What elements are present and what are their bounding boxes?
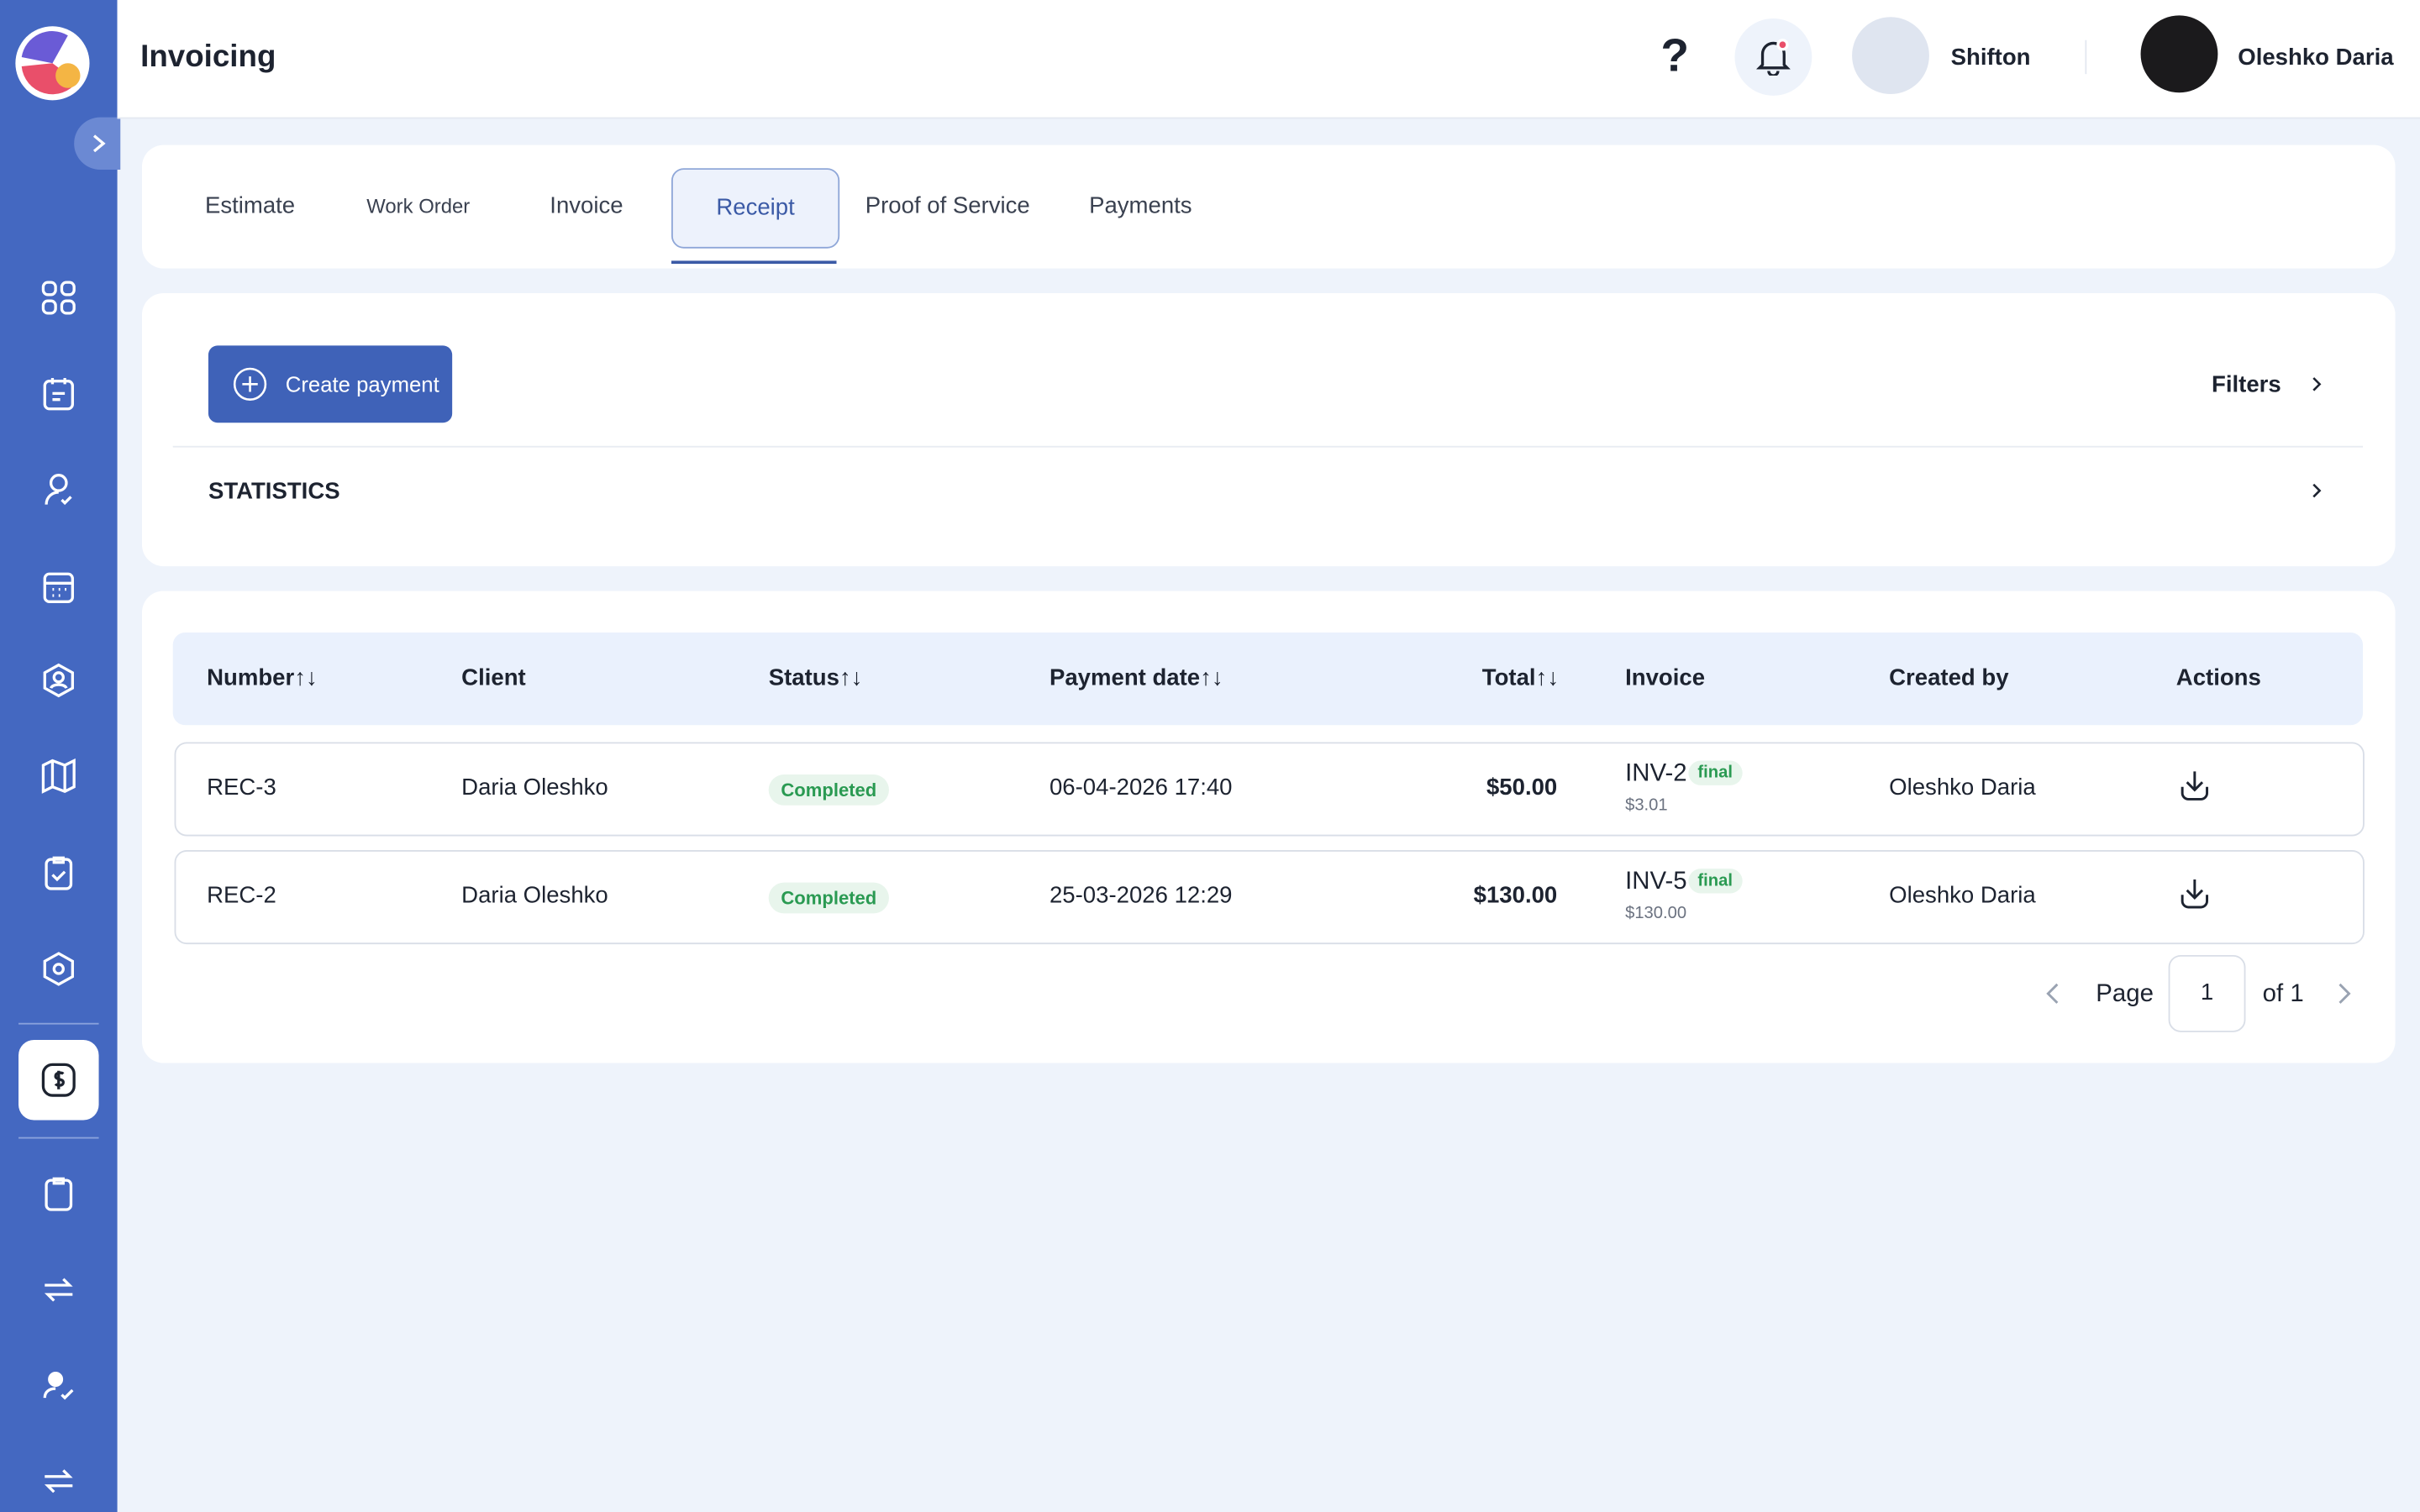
- column-header: Actions: [2175, 664, 2261, 691]
- tab-underline: [671, 260, 837, 265]
- nav-map[interactable]: [40, 758, 77, 795]
- table-row: [174, 850, 2365, 945]
- toolbar-card: Create payment Filters STATISTICS: [141, 292, 2396, 567]
- filters-button[interactable]: Filters: [2212, 371, 2281, 398]
- column-header: Invoice: [1625, 664, 1706, 691]
- nav-settings[interactable]: [40, 950, 77, 987]
- tab[interactable]: Payments: [1089, 192, 1192, 219]
- divider: [18, 1137, 99, 1139]
- company-name[interactable]: Shifton: [1950, 45, 2031, 71]
- divider: [2085, 39, 2087, 75]
- total: $130.00: [1473, 882, 1558, 909]
- top-bar: Invoicing ? Shifton Oleshko Daria: [117, 0, 2420, 119]
- total: $50.00: [1486, 774, 1558, 801]
- download-button[interactable]: [2176, 874, 2213, 911]
- column-header: Created by: [1889, 664, 2009, 691]
- invoice-badge: final: [1688, 869, 1742, 894]
- nav-user-check[interactable]: [40, 1367, 77, 1404]
- statistics-toggle[interactable]: STATISTICS: [208, 478, 340, 505]
- create-payment-label: Create payment: [285, 371, 439, 397]
- column-header[interactable]: Status↑↓: [768, 664, 863, 691]
- nav-clipboard[interactable]: [40, 1176, 77, 1213]
- notifications[interactable]: [1734, 18, 1812, 96]
- invoice-amount: $130.00: [1625, 904, 1687, 923]
- client: Daria Oleshko: [461, 774, 608, 801]
- column-header[interactable]: Total↑↓: [1481, 664, 1560, 691]
- page-count: of 1: [2262, 981, 2304, 1008]
- nav-schedule[interactable]: [40, 375, 77, 412]
- page-label: Page: [2096, 981, 2154, 1008]
- nav-badge[interactable]: [40, 662, 77, 699]
- tab[interactable]: Work Order: [366, 194, 471, 218]
- divider: [18, 1022, 99, 1025]
- download-button[interactable]: [2176, 767, 2213, 804]
- user-avatar[interactable]: [2140, 15, 2218, 93]
- company-avatar[interactable]: [1852, 17, 1929, 95]
- prev-page[interactable]: [2044, 981, 2062, 1005]
- column-header[interactable]: Payment date↑↓: [1049, 664, 1223, 691]
- nav-calendar[interactable]: [40, 568, 77, 605]
- receipt-number[interactable]: REC-3: [207, 774, 276, 801]
- tab[interactable]: Estimate: [204, 192, 296, 219]
- logo: [15, 26, 90, 101]
- help-button[interactable]: ?: [1660, 30, 1689, 82]
- table-row: [174, 742, 2365, 837]
- tab[interactable]: Invoice: [550, 192, 623, 219]
- payment-date: 06-04-2026 17:40: [1049, 774, 1233, 801]
- create-payment-button[interactable]: Create payment: [208, 345, 453, 423]
- nav-sync[interactable]: [40, 1462, 77, 1499]
- nav-dashboard[interactable]: [40, 279, 77, 316]
- invoice-number[interactable]: INV-2: [1625, 760, 1687, 787]
- tabs-card: [141, 144, 2396, 269]
- invoice-badge: final: [1688, 760, 1742, 785]
- table-header: [172, 633, 2364, 726]
- created-by: Oleshko Daria: [1889, 774, 2036, 801]
- tab[interactable]: Proof of Service: [865, 192, 1030, 219]
- invoice-number[interactable]: INV-5: [1625, 869, 1687, 895]
- nav-exchange[interactable]: [40, 1271, 77, 1308]
- payment-date: 25-03-2026 12:29: [1049, 882, 1233, 909]
- nav-clients[interactable]: [40, 470, 77, 507]
- user-name[interactable]: Oleshko Daria: [2238, 45, 2394, 71]
- client: Daria Oleshko: [461, 882, 608, 909]
- page-input[interactable]: 1: [2168, 954, 2246, 1032]
- nav-tasks[interactable]: [40, 855, 77, 892]
- status-badge: Completed: [768, 882, 889, 914]
- divider: [172, 445, 2364, 448]
- column-header[interactable]: Number↑↓: [207, 664, 318, 691]
- sidebar: [0, 0, 121, 1512]
- collapse-toggle[interactable]: [74, 117, 121, 171]
- receipt-number[interactable]: REC-2: [207, 882, 276, 909]
- created-by: Oleshko Daria: [1889, 882, 2036, 909]
- status-badge: Completed: [768, 774, 889, 806]
- invoice-amount: $3.01: [1625, 795, 1668, 815]
- nav-invoicing-active[interactable]: [18, 1039, 99, 1121]
- next-page[interactable]: [2335, 981, 2354, 1005]
- column-header: Client: [461, 664, 526, 691]
- tab[interactable]: Receipt: [671, 168, 840, 249]
- page-title: Invoicing: [140, 39, 276, 75]
